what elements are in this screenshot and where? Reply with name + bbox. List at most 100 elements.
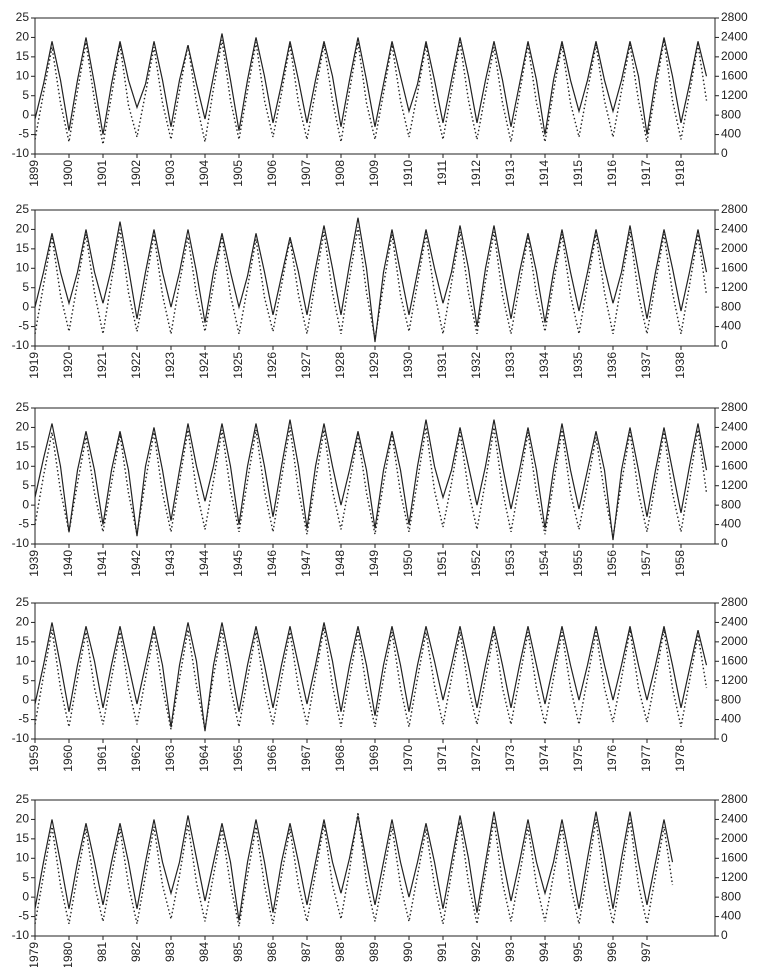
x-tick-label: 1946	[265, 550, 279, 577]
x-tick-label: 1959	[27, 745, 41, 772]
x-tick-label: 994	[537, 942, 551, 962]
x-tick-label: 1939	[27, 550, 41, 577]
x-tick-label: 1949	[367, 550, 381, 577]
y2-tick-label: 0	[721, 928, 728, 942]
x-tick-label: 1927	[299, 352, 313, 379]
panel: 25 20 15 10 5 0 -5 -10 2800 2400 2000 1600 1200 800 40…	[12, 10, 748, 187]
x-tick-label: 1940	[61, 550, 75, 577]
y2-tick-label: 400	[721, 127, 741, 141]
x-tick-label: 996	[605, 942, 619, 962]
y2-tick-label: 0	[721, 338, 728, 352]
y-tick-label: -5	[18, 319, 29, 333]
y-tick-label: 15	[16, 439, 30, 453]
plot-frame	[34, 799, 716, 937]
y-tick-label: -10	[12, 928, 30, 942]
x-tick-label: 982	[129, 942, 143, 962]
x-tick-label: 1938	[673, 352, 687, 379]
x-tick-label: 1976	[605, 745, 619, 772]
y-tick-label: 20	[16, 615, 30, 629]
y2-tick-label: 2400	[721, 812, 748, 826]
y2-tick-label: 0	[721, 731, 728, 745]
plot-frame	[34, 209, 716, 347]
series-line	[34, 419, 708, 541]
x-tick-label: 1953	[503, 550, 517, 577]
y2-tick-label: 400	[721, 517, 741, 531]
y-tick-label: 25	[16, 400, 30, 414]
x-tick-label: 984	[197, 942, 211, 962]
x-tick-label: 1924	[197, 352, 211, 379]
series-line	[34, 427, 708, 537]
x-tick-label: 1926	[265, 352, 279, 379]
y-tick-label: 10	[16, 850, 30, 864]
series-line	[34, 812, 674, 927]
y-tick-label: 10	[16, 458, 30, 472]
x-tick-label: 1942	[129, 550, 143, 577]
x-tick-label: 1947	[299, 550, 313, 577]
y2-tick-label: 2000	[721, 439, 748, 453]
y-tick-label: 5	[22, 88, 29, 102]
x-tick-label: 1957	[639, 550, 653, 577]
x-tick-label: 1904	[197, 160, 211, 187]
y2-tick-label: 2800	[721, 202, 748, 216]
x-tick-label: 1955	[571, 550, 585, 577]
y-tick-label: 5	[22, 280, 29, 294]
x-tick-label: 1925	[231, 352, 245, 379]
x-tick-label: 988	[333, 942, 347, 962]
y-tick-label: 10	[16, 260, 30, 274]
x-tick-label: 1916	[605, 160, 619, 187]
x-tick-label: 1960	[61, 745, 75, 772]
x-tick-label: 1950	[401, 550, 415, 577]
x-tick-label: 1920	[61, 352, 75, 379]
y-tick-label: 0	[22, 889, 29, 903]
y2-tick-label: 1200	[721, 280, 748, 294]
x-tick-label: 1944	[197, 550, 211, 577]
series-line	[34, 33, 708, 135]
x-tick-label: 1922	[129, 352, 143, 379]
x-tick-label: 1901	[95, 160, 109, 187]
x-tick-label: 1906	[265, 160, 279, 187]
y-tick-label: -10	[12, 338, 30, 352]
x-tick-label: 1951	[435, 550, 449, 577]
y2-tick-label: 800	[721, 299, 741, 313]
y2-tick-label: 800	[721, 692, 741, 706]
x-tick-label: 1975	[571, 745, 585, 772]
y-tick-label: 10	[16, 653, 30, 667]
series-line	[34, 622, 708, 732]
x-tick-label: 1921	[95, 352, 109, 379]
x-tick-label: 1929	[367, 352, 381, 379]
x-tick-label: 1974	[537, 745, 551, 772]
x-tick-label: 997	[639, 942, 653, 962]
series-line	[34, 39, 708, 145]
x-tick-label: 1918	[673, 160, 687, 187]
y-tick-label: -5	[18, 517, 29, 531]
y2-tick-label: 800	[721, 889, 741, 903]
x-tick-label: 1958	[673, 550, 687, 577]
plot-frame	[34, 602, 716, 740]
y-tick-label: -5	[18, 712, 29, 726]
y-tick-label: 25	[16, 792, 30, 806]
x-tick-label: 1919	[27, 352, 41, 379]
x-tick-label: 989	[367, 942, 381, 962]
y-tick-label: -10	[12, 731, 30, 745]
x-tick-label: 990	[401, 942, 415, 962]
x-tick-label: 991	[435, 942, 449, 962]
x-tick-label: 1908	[333, 160, 347, 187]
x-tick-label: 995	[571, 942, 585, 962]
y-tick-label: -10	[12, 146, 30, 160]
x-tick-label: 1952	[469, 550, 483, 577]
x-tick-label: 986	[265, 942, 279, 962]
x-tick-label: 1964	[197, 745, 211, 772]
y2-tick-label: 1200	[721, 673, 748, 687]
x-tick-label: 1902	[129, 160, 143, 187]
y-tick-label: 0	[22, 497, 29, 511]
y2-tick-label: 400	[721, 319, 741, 333]
y2-tick-label: 2000	[721, 49, 748, 63]
x-tick-label: 992	[469, 942, 483, 962]
y-tick-label: 15	[16, 831, 30, 845]
y-tick-label: 25	[16, 595, 30, 609]
x-tick-label: 1963	[163, 745, 177, 772]
y2-tick-label: 400	[721, 712, 741, 726]
x-tick-label: 1923	[163, 352, 177, 379]
x-tick-label: 1962	[129, 745, 143, 772]
y2-tick-label: 2800	[721, 400, 748, 414]
